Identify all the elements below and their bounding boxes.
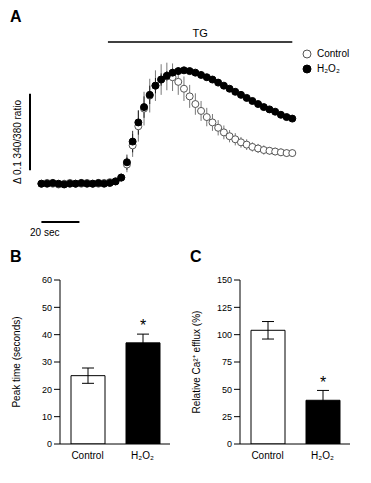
svg-text:*: * bbox=[140, 317, 146, 334]
svg-text:H₂O₂: H₂O₂ bbox=[311, 450, 334, 461]
svg-text:Peak time (seconds): Peak time (seconds) bbox=[11, 316, 22, 407]
html-text:C: C bbox=[190, 248, 202, 265]
svg-text:100: 100 bbox=[217, 330, 232, 340]
svg-text:40: 40 bbox=[42, 330, 52, 340]
svg-text:60: 60 bbox=[42, 275, 52, 285]
html-text:H₂O₂: H₂O₂ bbox=[317, 63, 340, 74]
svg-text:20: 20 bbox=[42, 385, 52, 395]
svg-text:25: 25 bbox=[222, 412, 232, 422]
svg-text:10: 10 bbox=[42, 412, 52, 422]
svg-text:75: 75 bbox=[222, 357, 232, 367]
html-text:B: B bbox=[10, 248, 22, 265]
svg-text:150: 150 bbox=[217, 275, 232, 285]
svg-text:TG: TG bbox=[192, 27, 207, 39]
svg-text:50: 50 bbox=[42, 303, 52, 313]
html-text:A: A bbox=[10, 8, 22, 25]
svg-text:Control: Control bbox=[251, 450, 283, 461]
svg-text:125: 125 bbox=[217, 303, 232, 313]
svg-text:0: 0 bbox=[227, 439, 232, 449]
html-text:Control: Control bbox=[317, 48, 350, 59]
svg-text:50: 50 bbox=[222, 385, 232, 395]
svg-text:H₂O₂: H₂O₂ bbox=[131, 450, 154, 461]
html-text:Δ 0.1 340/380 ratio: Δ 0.1 340/380 ratio bbox=[12, 100, 23, 184]
html-text:20 sec: 20 sec bbox=[30, 227, 60, 238]
svg-text:Relative Ca²⁺ efflux (%): Relative Ca²⁺ efflux (%) bbox=[191, 311, 202, 414]
svg-text:0: 0 bbox=[47, 439, 52, 449]
svg-text:Control: Control bbox=[71, 450, 103, 461]
svg-text:30: 30 bbox=[42, 357, 52, 367]
svg-text:*: * bbox=[320, 374, 326, 391]
